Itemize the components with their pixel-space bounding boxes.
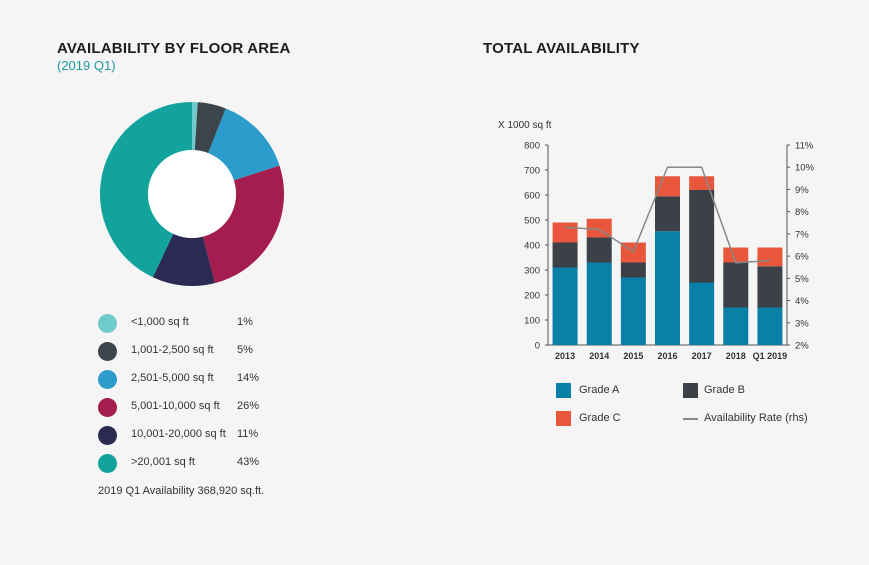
bar-grade-b bbox=[723, 262, 749, 308]
x-tick-label: 2014 bbox=[589, 351, 609, 361]
legend-value: 14% bbox=[237, 372, 260, 384]
legend-label: 5,001-10,000 sq ft bbox=[131, 400, 220, 412]
y-tick-label: 500 bbox=[524, 216, 540, 227]
availability-rate-line bbox=[565, 166, 770, 264]
donut-chart-title: AVAILABILITY BY FLOOR AREA bbox=[57, 40, 291, 57]
bar-chart-title: TOTAL AVAILABILITY bbox=[483, 40, 640, 57]
donut-slice bbox=[192, 102, 198, 151]
legend-swatch bbox=[98, 370, 117, 389]
legend-swatch bbox=[98, 342, 117, 361]
y-tick-label: 700 bbox=[524, 166, 540, 177]
legend-label: Grade A bbox=[579, 384, 620, 396]
bar-grade-a bbox=[723, 307, 749, 345]
x-tick-label: 2013 bbox=[555, 351, 575, 361]
y-tick-label: 0 bbox=[535, 341, 540, 352]
bar-grade-a bbox=[655, 231, 680, 345]
legend-label: 10,001-20,000 sq ft bbox=[131, 428, 226, 440]
bar-grade-a bbox=[552, 267, 578, 345]
bar-grade-a bbox=[757, 307, 783, 345]
bar-grade-b bbox=[757, 266, 783, 308]
legend-swatch bbox=[98, 426, 117, 445]
right-y-tick-label: 7% bbox=[795, 229, 809, 240]
right-y-tick-label: 4% bbox=[795, 296, 809, 307]
legend-value: 26% bbox=[237, 400, 260, 412]
legend-label: 1,001-2,500 sq ft bbox=[131, 344, 214, 356]
donut-slice bbox=[152, 233, 215, 286]
bar-grade-b bbox=[586, 237, 612, 263]
donut-slice bbox=[194, 102, 226, 154]
right-y-tick-label: 10% bbox=[795, 163, 815, 174]
x-tick-label: 2015 bbox=[623, 351, 643, 361]
donut-slice bbox=[208, 108, 280, 181]
legend-swatch-grade-b bbox=[683, 383, 698, 398]
y-tick-label: 200 bbox=[524, 291, 540, 302]
y-axis-unit-label: X 1000 sq ft bbox=[498, 120, 552, 131]
right-y-tick-label: 11% bbox=[795, 141, 814, 152]
legend-item: >20,001 sq ft 43% bbox=[98, 453, 298, 473]
legend-swatch bbox=[98, 314, 117, 333]
legend-value: 43% bbox=[237, 456, 260, 468]
donut-slice bbox=[100, 102, 192, 278]
legend-label: <1,000 sq ft bbox=[131, 316, 189, 328]
donut-chart bbox=[100, 102, 284, 286]
legend-item: 5,001-10,000 sq ft 26% bbox=[98, 397, 298, 417]
legend-swatch-grade-a bbox=[556, 383, 571, 398]
bar-grade-b bbox=[689, 190, 715, 283]
bar-grade-a bbox=[620, 277, 646, 345]
bar-grade-b bbox=[620, 262, 646, 278]
y-tick-label: 600 bbox=[524, 191, 540, 202]
legend-value: 1% bbox=[237, 316, 253, 328]
bar-grade-c bbox=[689, 176, 715, 190]
bar-grade-a bbox=[689, 282, 715, 345]
availability-footnote: 2019 Q1 Availability 368,920 sq.ft. bbox=[98, 485, 265, 497]
legend-value: 5% bbox=[237, 344, 253, 356]
right-y-tick-label: 8% bbox=[795, 207, 809, 218]
bar-grade-c bbox=[723, 247, 749, 263]
legend-swatch-grade-c bbox=[556, 411, 571, 426]
legend-label: 2,501-5,000 sq ft bbox=[131, 372, 214, 384]
bar-grade-c bbox=[655, 176, 680, 197]
y-tick-label: 100 bbox=[524, 316, 540, 327]
bar-grade-c bbox=[757, 247, 783, 267]
legend-line-swatch bbox=[683, 418, 698, 420]
legend-label: Grade C bbox=[579, 412, 621, 424]
bar-grade-b bbox=[552, 242, 578, 268]
donut-slice bbox=[202, 165, 284, 284]
legend-item: 1,001-2,500 sq ft 5% bbox=[98, 341, 298, 361]
legend-value: 11% bbox=[237, 428, 259, 440]
legend-swatch bbox=[98, 454, 117, 473]
right-y-tick-label: 9% bbox=[795, 185, 809, 196]
legend-item: <1,000 sq ft 1% bbox=[98, 313, 298, 333]
bar-grade-b bbox=[655, 196, 680, 232]
legend-label: Grade B bbox=[704, 384, 745, 396]
right-y-tick-label: 2% bbox=[795, 341, 809, 352]
x-tick-label: 2016 bbox=[657, 351, 677, 361]
right-y-tick-label: 6% bbox=[795, 252, 809, 263]
donut-chart-subtitle: (2019 Q1) bbox=[57, 58, 116, 73]
legend-item: 10,001-20,000 sq ft 11% bbox=[98, 425, 298, 445]
stacked-bar-chart: 0 100 200 300 400 500 600 700 800 2% 3% 4% 5% 6% 7% 8% 9… bbox=[524, 141, 815, 362]
y-tick-label: 300 bbox=[524, 266, 540, 277]
right-y-tick-label: 5% bbox=[795, 274, 809, 285]
bar-grade-c bbox=[552, 222, 578, 243]
legend-item: 2,501-5,000 sq ft 14% bbox=[98, 369, 298, 389]
legend-label: Availability Rate (rhs) bbox=[704, 412, 808, 424]
x-tick-label: 2017 bbox=[692, 351, 712, 361]
right-y-tick-label: 3% bbox=[795, 318, 809, 329]
bar-grade-a bbox=[586, 262, 612, 345]
y-tick-label: 400 bbox=[524, 241, 540, 252]
x-tick-label: Q1 2019 bbox=[753, 351, 788, 361]
legend-label: >20,001 sq ft bbox=[131, 456, 195, 468]
y-tick-label: 800 bbox=[524, 141, 540, 152]
donut-hole bbox=[148, 150, 236, 238]
legend-swatch bbox=[98, 398, 117, 417]
x-tick-label: 2018 bbox=[726, 351, 746, 361]
